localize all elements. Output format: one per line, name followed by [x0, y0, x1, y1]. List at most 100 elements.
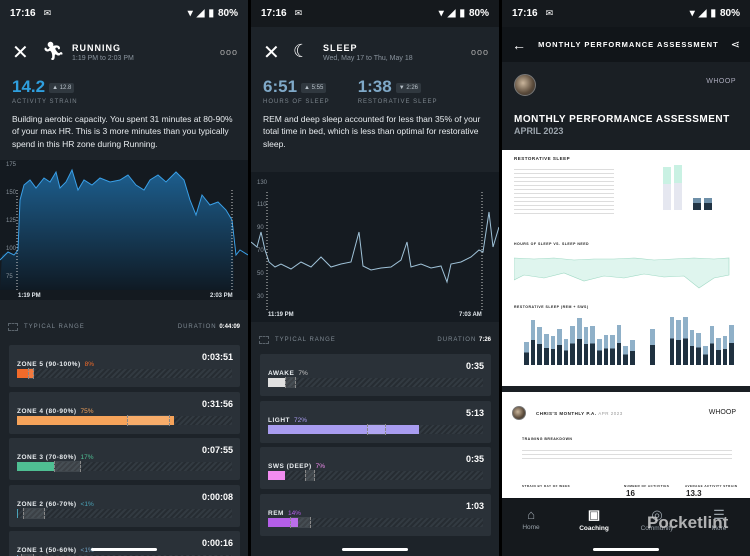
zone-percent: 7% — [298, 370, 308, 377]
zone-fill — [268, 424, 419, 434]
bar — [557, 328, 562, 365]
zone-percent: 72% — [294, 416, 308, 424]
back-button[interactable]: ← — [512, 36, 526, 53]
home-indicator[interactable] — [593, 548, 659, 551]
typical-range-marker — [366, 423, 387, 435]
clipboard-icon: ▣ — [587, 507, 601, 522]
y-tick: 130 — [257, 180, 268, 186]
bar — [722, 336, 728, 365]
restorative-sleep: 1:38 ▼ 2:26 RESTORATIVE SLEEP — [358, 77, 438, 105]
avatar — [512, 406, 526, 420]
nav-home[interactable]: ⌂ Home — [506, 507, 556, 531]
zone-time: 0:00:16 — [201, 538, 233, 548]
zone-bar — [17, 507, 232, 519]
zone-row[interactable]: ZONE 4 (80-90%) 75% 0:31:56 — [9, 391, 240, 434]
zone-time: 0:31:56 — [201, 398, 233, 409]
more-options-button[interactable]: ooo — [470, 47, 489, 57]
bar — [696, 332, 701, 365]
nav-more[interactable]: ☰ More — [694, 507, 744, 532]
nav-community[interactable]: ◎ Community — [632, 507, 682, 532]
strain-value: 14.2 — [12, 77, 46, 96]
share-icon[interactable]: ⋖ — [730, 39, 740, 51]
sleep-stages-list: AWAKE 7% 0:35 LIGHT 72% 5:13 SWS (DEEP) 7% 0:35 R… — [260, 354, 491, 540]
duration-label: DURATION — [437, 337, 477, 343]
battery-level: 80% — [468, 8, 489, 19]
chart-title: RESTORATIVE SLEEP (REM + SWS) — [514, 305, 589, 309]
report-document[interactable]: WHOOP MONTHLY PERFORMANCE ASSESSMENT APR… — [502, 62, 750, 498]
zone-percent: 17% — [80, 454, 94, 461]
zone-label: LIGHT — [268, 416, 290, 424]
zone-bar — [17, 368, 232, 379]
typical-range-marker — [304, 470, 316, 481]
bar — [704, 198, 712, 210]
home-icon: ⌂ — [527, 507, 535, 522]
report-month: APRIL 2023 — [514, 126, 564, 136]
zone-percent: <1% — [80, 500, 94, 508]
zone-label: ZONE 5 (90-100%) — [17, 361, 81, 368]
y-tick: 50 — [257, 271, 264, 277]
restorative-value: 1:38 — [357, 77, 392, 96]
close-button[interactable]: ✕ — [12, 41, 29, 64]
hours-value: 6:51 — [263, 77, 298, 96]
nav-label: Community — [640, 525, 674, 532]
zone-row[interactable]: ZONE 2 (60-70%) <1% 0:00:08 — [9, 484, 240, 527]
typical-range-label: TYPICAL RANGE — [275, 337, 336, 343]
end-time: 2:03 PM — [210, 293, 233, 299]
zone-label: ZONE 3 (70-80%) — [17, 454, 77, 461]
running-icon: 🏃︎ — [42, 41, 65, 61]
activity-strain: 14.2 ▲ 12.8 ACTIVITY STRAIN — [12, 77, 78, 105]
close-button[interactable]: ✕ — [263, 41, 280, 64]
start-time: 11:19 PM — [268, 312, 294, 318]
zone-fill — [268, 471, 286, 480]
restorative-change: ▼ 2:26 — [395, 82, 422, 93]
zone-bar — [268, 377, 483, 388]
typical-range-marker — [21, 554, 35, 556]
bar — [693, 198, 701, 210]
zone-row[interactable]: ZONE 5 (90-100%) 8% 0:03:51 — [9, 345, 240, 387]
avatar — [514, 74, 536, 96]
sleep-vs-need-chart — [514, 257, 730, 289]
nav-coaching[interactable]: ▣ Coaching — [569, 507, 619, 532]
zone-row[interactable]: ZONE 1 (50-60%) <1% 0:00:16 — [9, 531, 240, 556]
bar — [530, 319, 536, 365]
signal-icon: ◢ — [698, 8, 707, 19]
bar — [702, 345, 708, 365]
heart-rate-chart[interactable]: 175 150 125 100 75 1:19 PM 2:03 PM — [0, 160, 248, 300]
bar — [663, 167, 671, 210]
zone-row[interactable]: REM 14% 1:03 — [260, 493, 491, 536]
zone-percent: 14% — [287, 509, 301, 517]
typical-range-marker — [53, 461, 82, 472]
signal-icon: ◢ — [196, 8, 205, 19]
report-page-1: RESTORATIVE SLEEP HOURS OF SLEEP VS. SLE… — [502, 150, 750, 386]
page2-title: CHRIS'S MONTHLY P.A. — [536, 411, 597, 416]
y-tick: 110 — [257, 202, 267, 208]
y-tick: 90 — [257, 225, 264, 231]
status-bar: 17:16 ✉ ▾ ◢ ▮ 80% — [502, 0, 750, 27]
zone-fill — [17, 369, 35, 378]
zone-time: 5:13 — [465, 407, 484, 418]
bar — [630, 340, 635, 365]
zone-row[interactable]: ZONE 3 (70-80%) 17% 0:07:55 — [9, 438, 240, 480]
signal-icon: ◢ — [447, 8, 456, 19]
zone-row[interactable]: AWAKE 7% 0:35 — [260, 354, 491, 396]
home-indicator[interactable] — [91, 548, 157, 551]
zone-row[interactable]: LIGHT 72% 5:13 — [260, 400, 491, 443]
page2-date: APR 2023 — [598, 411, 623, 416]
sleep-hr-chart[interactable]: 130 110 90 70 50 30 11:19 PM 7:03 AM — [251, 172, 499, 322]
bar — [550, 336, 556, 365]
zone-bar — [17, 461, 232, 472]
activity-description: Building aerobic capacity. You spent 31 … — [12, 114, 233, 149]
zone-row[interactable]: SWS (DEEP) 7% 0:35 — [260, 447, 491, 489]
activity-title: RUNNING — [72, 42, 121, 53]
home-indicator[interactable] — [342, 548, 408, 551]
watermark: Pocketlint — [647, 513, 729, 532]
bar — [563, 339, 569, 365]
bar — [683, 316, 688, 365]
bar — [537, 327, 542, 365]
avg-strain-value: 13.3 — [686, 489, 702, 498]
bar — [596, 339, 602, 365]
typical-range-legend: TYPICAL RANGE DURATION 0:44:09 — [0, 323, 248, 331]
community-icon: ◎ — [651, 507, 663, 522]
more-options-button[interactable]: ooo — [219, 47, 238, 57]
y-tick: 30 — [257, 294, 264, 300]
